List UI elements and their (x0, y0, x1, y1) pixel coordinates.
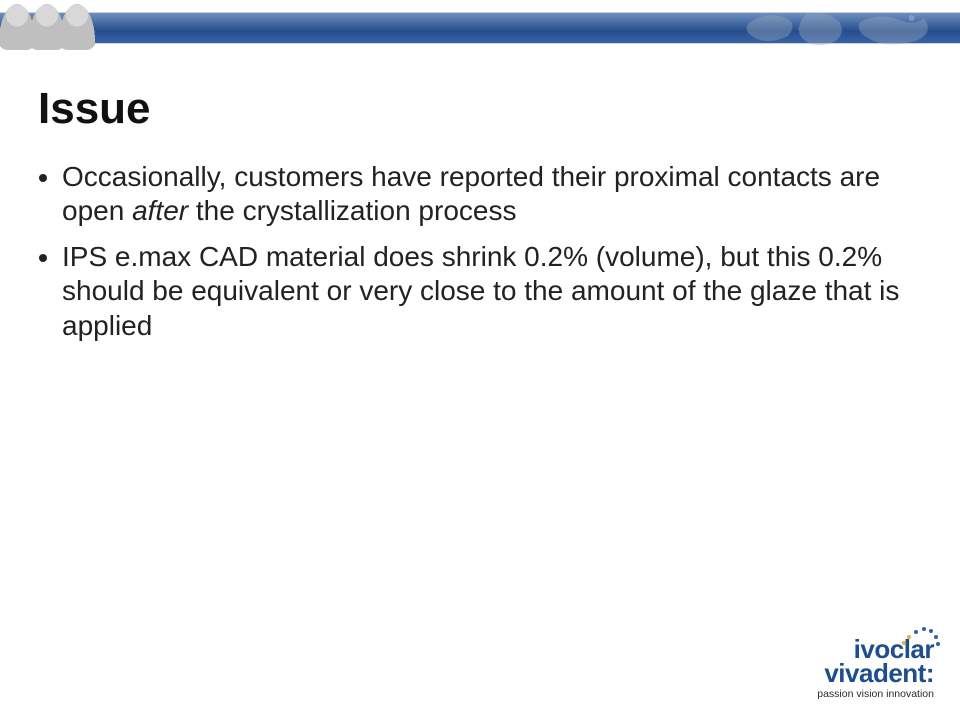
world-map-svg (740, 2, 960, 56)
slide-body: Occasionally, customers have reported th… (38, 160, 912, 355)
slide: Issue Occasionally, customers have repor… (0, 0, 960, 720)
bullet-text: IPS e.max CAD material does shrink 0.2% … (62, 241, 899, 340)
brand-tagline: passion vision innovation (817, 688, 934, 700)
bullet-text: the crystallization process (188, 195, 516, 226)
brand-line2: vivadent: (817, 661, 934, 686)
slide-title: Issue (38, 84, 151, 134)
brand-logo: ivoclar vivadent: passion vision innovat… (817, 637, 934, 700)
brand-dots-icon (898, 623, 940, 649)
bullet-item: IPS e.max CAD material does shrink 0.2% … (62, 240, 912, 342)
world-map-icon (740, 2, 960, 56)
people-photo (6, 2, 96, 52)
brand-line1: ivoclar (817, 637, 934, 662)
bullet-italic: after (132, 195, 188, 226)
bullet-item: Occasionally, customers have reported th… (62, 160, 912, 228)
header-band (0, 0, 960, 60)
bullet-list: Occasionally, customers have reported th… (38, 160, 912, 343)
